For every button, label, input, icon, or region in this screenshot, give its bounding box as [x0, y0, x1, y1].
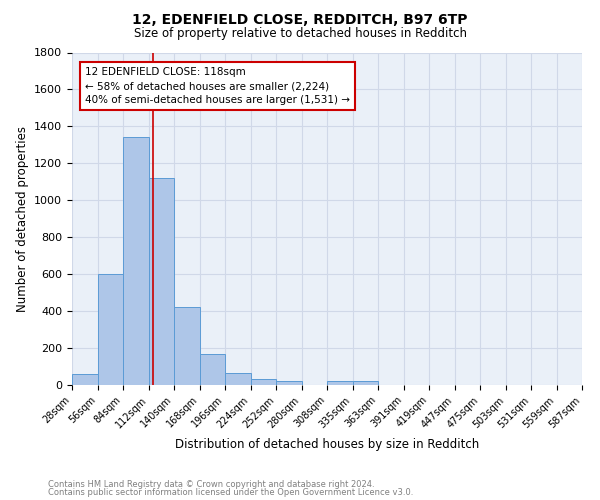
Bar [72, 374, 97, 385]
Bar [251, 378, 276, 385]
Text: Contains public sector information licensed under the Open Government Licence v3: Contains public sector information licen… [48, 488, 413, 497]
Bar [225, 373, 251, 385]
Text: Contains HM Land Registry data © Crown copyright and database right 2024.: Contains HM Land Registry data © Crown c… [48, 480, 374, 489]
Bar [276, 382, 302, 385]
Bar [174, 308, 199, 385]
Bar [327, 382, 353, 385]
Text: 12, EDENFIELD CLOSE, REDDITCH, B97 6TP: 12, EDENFIELD CLOSE, REDDITCH, B97 6TP [132, 12, 468, 26]
Bar [199, 354, 225, 385]
X-axis label: Distribution of detached houses by size in Redditch: Distribution of detached houses by size … [175, 438, 479, 451]
Bar [149, 178, 174, 385]
Bar [123, 138, 149, 385]
Bar [353, 382, 378, 385]
Bar [97, 274, 123, 385]
Y-axis label: Number of detached properties: Number of detached properties [16, 126, 29, 312]
Text: 12 EDENFIELD CLOSE: 118sqm
← 58% of detached houses are smaller (2,224)
40% of s: 12 EDENFIELD CLOSE: 118sqm ← 58% of deta… [85, 68, 350, 106]
Text: Size of property relative to detached houses in Redditch: Size of property relative to detached ho… [133, 28, 467, 40]
